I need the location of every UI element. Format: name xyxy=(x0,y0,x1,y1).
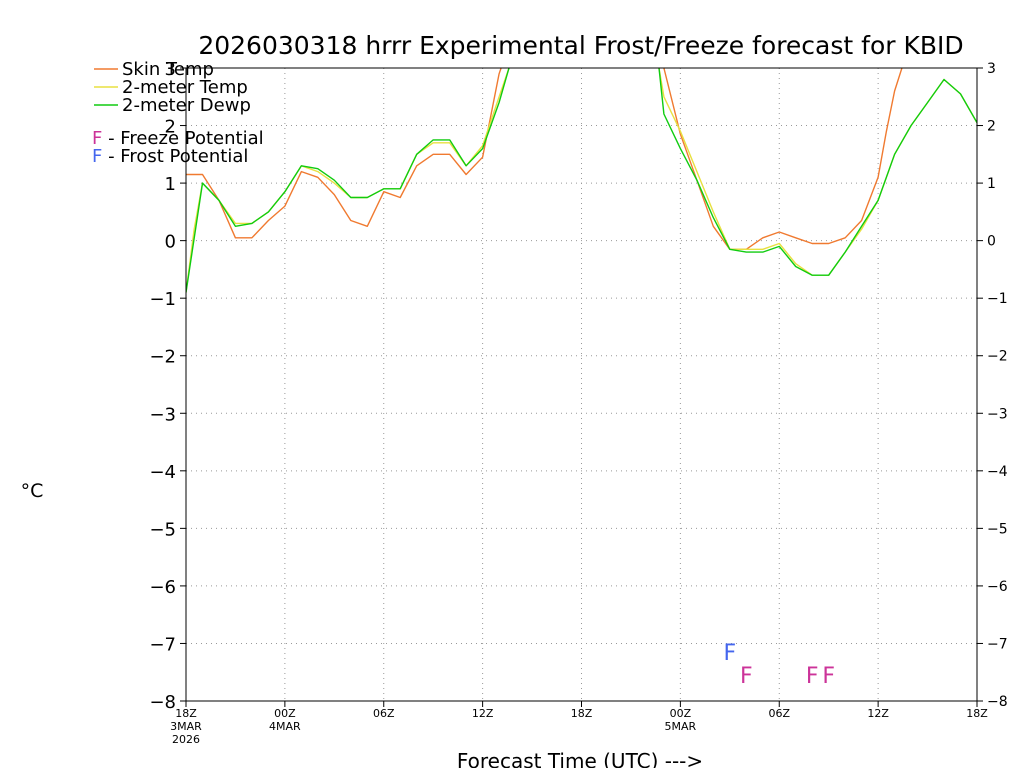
legend-label: 2-meter Dewp xyxy=(122,95,251,116)
y-tick-label-right: −6 xyxy=(987,579,1008,595)
y-tick-label-right: −8 xyxy=(987,694,1008,710)
y-tick-label-left: −8 xyxy=(149,692,176,713)
legend-label: Skin Temp xyxy=(122,59,214,80)
x-tick-label: 3MAR xyxy=(170,720,202,733)
y-tick-label-left: −3 xyxy=(149,404,176,425)
y-tick-label-right: 0 xyxy=(987,234,996,250)
y-tick-label-right: −4 xyxy=(987,464,1008,480)
x-tick-label: 18Z xyxy=(571,707,593,720)
potential-legend-entry: F - Frost Potential xyxy=(92,146,248,167)
x-tick-label: 12Z xyxy=(472,707,494,720)
legend-label: 2-meter Temp xyxy=(122,77,248,98)
y-tick-label-right: −2 xyxy=(987,349,1008,365)
y-tick-label-left: 3 xyxy=(165,59,176,80)
potential-legend-entry: F - Freeze Potential xyxy=(92,128,264,149)
y-tick-label-right: 2 xyxy=(987,119,996,135)
x-tick-label: 4MAR xyxy=(269,720,301,733)
y-tick-label-left: −6 xyxy=(149,577,176,598)
potential-legend-letter: F xyxy=(92,146,102,167)
freeze-marker: F xyxy=(822,664,835,689)
potential-legend-letter: F xyxy=(92,128,102,149)
y-tick-label-right: −1 xyxy=(987,291,1008,307)
x-tick-label: 00Z xyxy=(274,707,296,720)
axis-ticks: −8 −8 −7 −7 −6 −6 −5 −5 −4 −4 −3 −3 −2 −2 −1 −1 0 0 1 1 2 2 3 3… xyxy=(149,59,1007,746)
y-tick-label-right: −7 xyxy=(987,636,1008,652)
y-tick-label-right: −5 xyxy=(987,521,1008,537)
x-tick-label: 06Z xyxy=(373,707,395,720)
y-tick-label-left: −7 xyxy=(149,634,176,655)
potential-legend-text: - Freeze Potential xyxy=(102,128,263,149)
series-line-2-meter-dewp xyxy=(186,68,977,293)
x-axis-label: Forecast Time (UTC) ---> xyxy=(457,749,703,768)
x-tick-label: 00Z xyxy=(670,707,692,720)
frost-marker: F xyxy=(723,641,736,666)
y-tick-label-left: −2 xyxy=(149,347,176,368)
x-tick-label: 18Z xyxy=(175,707,197,720)
y-tick-label-left: 0 xyxy=(165,232,176,253)
y-tick-label-left: −1 xyxy=(149,289,176,310)
x-tick-label: 12Z xyxy=(867,707,889,720)
y-tick-label-right: 1 xyxy=(987,176,996,192)
series-line-skin-temp xyxy=(186,68,903,251)
potential-markers: FF F F xyxy=(723,641,835,689)
y-tick-label-left: −4 xyxy=(149,462,176,483)
chart-title: 2026030318 hrrr Experimental Frost/Freez… xyxy=(198,31,963,60)
y-axis-label: °C xyxy=(21,480,44,502)
y-tick-label-right: −3 xyxy=(987,406,1008,422)
y-tick-label-left: −5 xyxy=(149,519,176,540)
plot-frame xyxy=(185,67,978,702)
y-tick-label-right: 3 xyxy=(987,61,996,77)
y-tick-label-left: 1 xyxy=(165,174,176,195)
potential-legend-text: - Frost Potential xyxy=(102,146,248,167)
freeze-marker: F xyxy=(806,664,819,689)
y-tick-label-left: 2 xyxy=(165,117,176,138)
x-tick-label: 06Z xyxy=(768,707,790,720)
gridlines xyxy=(186,68,977,701)
x-tick-label: 5MAR xyxy=(665,720,697,733)
x-tick-label: 2026 xyxy=(172,733,200,746)
series-lines xyxy=(186,68,977,293)
x-tick-label: 18Z xyxy=(966,707,988,720)
freeze-marker: F xyxy=(740,664,753,689)
